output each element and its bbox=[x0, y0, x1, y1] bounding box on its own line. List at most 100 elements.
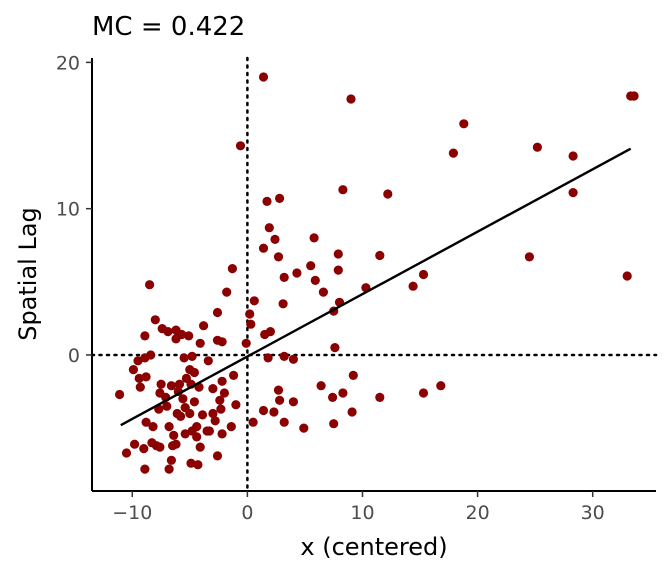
chart-title: MC = 0.422 bbox=[92, 12, 245, 42]
data-point bbox=[264, 223, 274, 233]
data-point bbox=[164, 464, 174, 474]
data-point bbox=[246, 319, 256, 329]
axes bbox=[91, 58, 656, 492]
data-point bbox=[269, 407, 279, 417]
data-point bbox=[310, 275, 320, 285]
data-point bbox=[226, 422, 236, 432]
data-point bbox=[316, 381, 326, 391]
data-point bbox=[141, 417, 151, 427]
data-point bbox=[217, 429, 227, 439]
data-point bbox=[275, 193, 285, 203]
data-point bbox=[532, 142, 543, 152]
data-point bbox=[309, 233, 319, 243]
data-point bbox=[568, 151, 578, 161]
data-point bbox=[258, 72, 269, 82]
data-point bbox=[212, 451, 223, 461]
data-point bbox=[179, 353, 189, 363]
data-point bbox=[263, 353, 273, 363]
data-point bbox=[222, 287, 232, 297]
data-point bbox=[185, 408, 195, 419]
data-point bbox=[130, 439, 140, 449]
data-point bbox=[216, 404, 226, 414]
data-point bbox=[203, 356, 213, 366]
data-point bbox=[208, 408, 218, 419]
data-point bbox=[174, 379, 185, 389]
data-point bbox=[622, 271, 632, 281]
data-point bbox=[288, 397, 298, 407]
data-point bbox=[148, 422, 158, 432]
data-point bbox=[375, 250, 385, 261]
data-point bbox=[128, 365, 138, 375]
data-point bbox=[278, 299, 288, 309]
data-point bbox=[231, 400, 241, 410]
data-point bbox=[329, 419, 339, 429]
data-point bbox=[330, 343, 340, 353]
data-point bbox=[448, 148, 458, 158]
data-point bbox=[166, 381, 176, 391]
data-point bbox=[279, 417, 289, 427]
data-point bbox=[292, 268, 302, 278]
data-point bbox=[133, 356, 143, 366]
data-point bbox=[169, 430, 179, 440]
data-point bbox=[408, 281, 418, 291]
data-point bbox=[248, 417, 258, 427]
data-point bbox=[459, 119, 469, 129]
regression-line-group bbox=[120, 147, 632, 427]
data-point bbox=[189, 367, 199, 378]
data-point bbox=[134, 373, 144, 383]
data-point bbox=[418, 269, 429, 280]
data-point bbox=[204, 426, 214, 436]
x-tick-label: 30 bbox=[581, 502, 605, 524]
data-point bbox=[189, 397, 199, 407]
data-point bbox=[306, 261, 316, 271]
data-point bbox=[288, 354, 298, 364]
data-point bbox=[192, 432, 202, 442]
data-point bbox=[241, 338, 251, 348]
y-tick-label: 0 bbox=[68, 345, 80, 367]
data-point bbox=[338, 388, 348, 398]
tick-marks: −10 0 10 20 30 0 10 20 bbox=[56, 52, 605, 524]
y-tick-label: 20 bbox=[56, 52, 80, 74]
data-point bbox=[328, 392, 338, 402]
data-point bbox=[299, 423, 309, 433]
data-point bbox=[140, 353, 150, 363]
data-point bbox=[258, 405, 269, 416]
data-point bbox=[140, 464, 150, 474]
data-point bbox=[245, 309, 255, 319]
x-tick-label: 20 bbox=[465, 502, 489, 524]
data-point bbox=[275, 395, 285, 405]
data-point bbox=[383, 189, 393, 199]
data-point bbox=[229, 370, 239, 380]
data-point bbox=[235, 141, 246, 151]
data-point bbox=[212, 307, 223, 318]
data-point bbox=[197, 410, 208, 420]
data-point bbox=[140, 331, 150, 341]
data-point bbox=[162, 401, 172, 411]
reference-lines bbox=[90, 56, 658, 493]
data-point bbox=[135, 382, 145, 392]
data-point bbox=[151, 441, 162, 451]
data-point bbox=[184, 331, 194, 341]
data-point bbox=[215, 395, 225, 405]
data-point bbox=[141, 372, 151, 382]
data-point bbox=[273, 385, 284, 395]
data-point bbox=[629, 91, 639, 101]
y-axis-title: Spatial Lag bbox=[14, 207, 42, 341]
data-point bbox=[171, 334, 181, 344]
data-point bbox=[279, 272, 289, 282]
data-point bbox=[166, 455, 176, 465]
data-point bbox=[156, 379, 166, 389]
regression-line bbox=[120, 147, 632, 427]
data-point bbox=[217, 376, 227, 386]
data-point bbox=[219, 388, 229, 398]
data-point bbox=[418, 388, 429, 398]
data-point bbox=[436, 381, 446, 391]
data-point bbox=[171, 439, 181, 449]
data-point bbox=[163, 327, 173, 337]
data-point bbox=[270, 234, 280, 244]
data-point bbox=[273, 252, 284, 262]
data-point bbox=[333, 265, 343, 275]
data-point bbox=[208, 384, 218, 394]
data-point bbox=[193, 460, 203, 470]
data-point bbox=[199, 321, 209, 331]
